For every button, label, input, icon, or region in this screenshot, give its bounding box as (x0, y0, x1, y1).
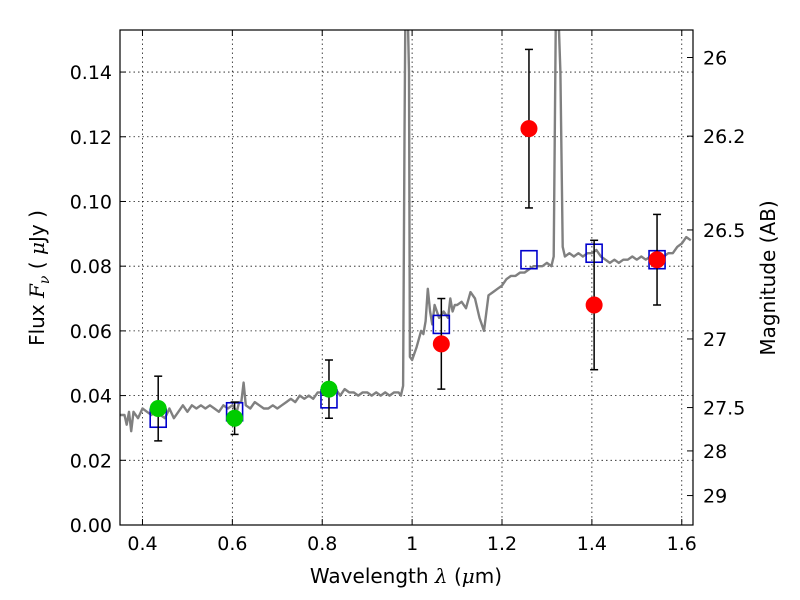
spectrum-line (120, 30, 692, 433)
x-tick-label: 0.6 (217, 533, 247, 555)
y2-tick-label: 26.2 (703, 126, 745, 148)
y2-tick-label: 28 (703, 441, 727, 463)
grid-lines (120, 30, 693, 526)
y-tick-label: 0.10 (70, 191, 112, 213)
x-tick-label: 0.4 (127, 533, 157, 555)
plot-data (120, 30, 692, 442)
y-tick-label: 0.14 (70, 62, 112, 84)
photometry-point (585, 296, 603, 314)
axis-ticks: 0.4 0.6 0.8 1 1.2 1.4 1.6 0.00 0.02 0.04 0.06 0.08 0… (70, 30, 745, 555)
x-axis-label: Wavelength λ (μm) (310, 564, 502, 588)
y2-tick-label: 27 (703, 329, 727, 351)
x-tick-label: 1 (406, 533, 418, 555)
y-tick-label: 0.12 (70, 127, 112, 149)
y2-tick-label: 29 (703, 486, 727, 508)
photometry-point (520, 120, 538, 138)
photometry-point (320, 380, 338, 398)
y2-tick-label: 26 (703, 48, 727, 70)
y2-axis-label: Magnitude (AB) (756, 200, 780, 355)
photometry-point (432, 335, 450, 353)
y2-tick-label: 27.5 (703, 398, 745, 420)
plot-frame (119, 29, 694, 526)
y-tick-label: 0.08 (70, 256, 112, 278)
y-tick-label: 0.02 (70, 450, 112, 472)
y-tick-label: 0.04 (70, 386, 112, 408)
y-tick-label: 0.00 (70, 515, 112, 537)
y2-tick-label: 26.5 (703, 220, 745, 242)
y-axis-label: Flux Fν ( μJy ) (25, 210, 53, 346)
photometry-point (149, 400, 167, 418)
model-square-marker (520, 249, 538, 270)
photometry-point (226, 409, 244, 427)
x-tick-label: 0.8 (307, 533, 337, 555)
y-tick-label: 0.06 (70, 321, 112, 343)
x-tick-label: 1.4 (577, 533, 607, 555)
x-tick-label: 1.6 (667, 533, 697, 555)
photometry-point (648, 251, 666, 269)
x-tick-label: 1.2 (487, 533, 517, 555)
